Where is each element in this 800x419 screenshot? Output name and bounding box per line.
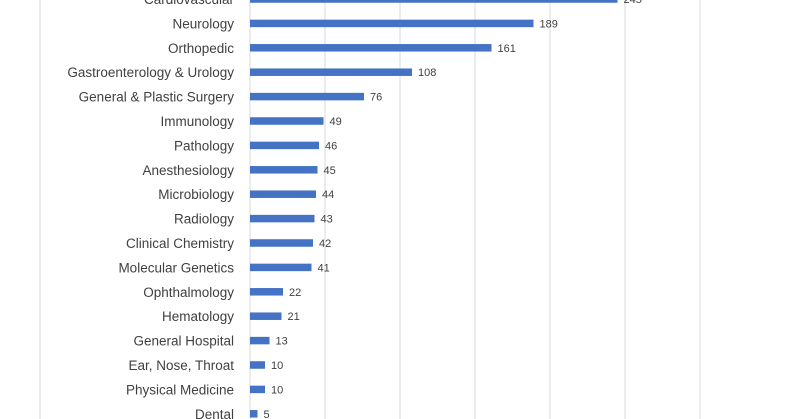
data-label: 41 bbox=[318, 262, 330, 274]
bar-general-hospital bbox=[250, 336, 270, 345]
gridlines bbox=[39, 0, 701, 419]
category-label: General Hospital bbox=[133, 334, 234, 349]
category-label: Pathology bbox=[174, 138, 234, 153]
category-label: Physical Medicine bbox=[126, 382, 234, 397]
data-label: 21 bbox=[288, 311, 300, 323]
bar-microbiology bbox=[250, 190, 316, 198]
data-label: 189 bbox=[540, 18, 558, 30]
bar-anesthesiology bbox=[250, 166, 318, 174]
data-label: 13 bbox=[276, 336, 288, 348]
data-label: 46 bbox=[325, 140, 337, 152]
bar-orthopedic bbox=[250, 44, 492, 52]
category-label: Ophthalmology bbox=[143, 285, 234, 300]
data-label: 5 bbox=[264, 409, 270, 419]
data-label: 76 bbox=[370, 92, 382, 104]
category-label: Gastroenterology & Urology bbox=[67, 65, 234, 80]
bar-hematology bbox=[250, 312, 282, 320]
bars bbox=[250, 0, 618, 418]
data-label: 43 bbox=[321, 214, 333, 226]
bar-ear-nose-throat bbox=[250, 361, 265, 369]
bar-ophthalmology bbox=[250, 288, 283, 296]
bar-general-plastic-surgery bbox=[250, 92, 364, 101]
category-label: Anesthesiology bbox=[142, 163, 234, 178]
category-label: Neurology bbox=[172, 16, 234, 31]
data-label: 45 bbox=[324, 165, 336, 177]
bar-neurology bbox=[250, 19, 534, 28]
data-label: 22 bbox=[289, 287, 301, 299]
bar-pathology bbox=[250, 141, 319, 150]
bar-immunology bbox=[250, 117, 324, 125]
category-label: Radiology bbox=[174, 212, 234, 227]
category-label: General & Plastic Surgery bbox=[79, 90, 235, 105]
category-label: Ear, Nose, Throat bbox=[128, 358, 234, 373]
category-label: Clinical Chemistry bbox=[126, 236, 234, 251]
bar-molecular-genetics bbox=[250, 263, 312, 272]
data-label: 49 bbox=[330, 116, 342, 128]
bar-radiology bbox=[250, 214, 315, 223]
bar-clinical-chemistry bbox=[250, 239, 313, 247]
data-label: 161 bbox=[498, 43, 516, 55]
category-label: Orthopedic bbox=[168, 41, 234, 56]
data-label: 245 bbox=[624, 0, 642, 6]
data-label: 42 bbox=[319, 238, 331, 250]
category-label: Molecular Genetics bbox=[118, 260, 234, 275]
category-label: Dental bbox=[195, 407, 234, 419]
bar-dental bbox=[250, 410, 258, 418]
bar-cardiovascular bbox=[250, 0, 618, 3]
bar-gastroenterology-urology bbox=[250, 68, 412, 76]
data-label: 44 bbox=[322, 189, 334, 201]
data-label: 108 bbox=[418, 67, 436, 79]
data-label: 10 bbox=[271, 360, 283, 372]
category-label: Microbiology bbox=[158, 187, 234, 202]
bar-physical-medicine bbox=[250, 385, 265, 394]
data-label: 10 bbox=[271, 384, 283, 396]
category-labels: Cardiovascular Neurology Orthopedic Gastroe… bbox=[67, 0, 234, 419]
category-label: Cardiovascular bbox=[144, 0, 235, 7]
data-labels: 245 189 161 108 76 49 46 45 44 43 42 41 22 21 13 10 10 5 bbox=[264, 0, 642, 419]
category-label: Immunology bbox=[160, 114, 234, 129]
category-label: Hematology bbox=[162, 309, 234, 324]
